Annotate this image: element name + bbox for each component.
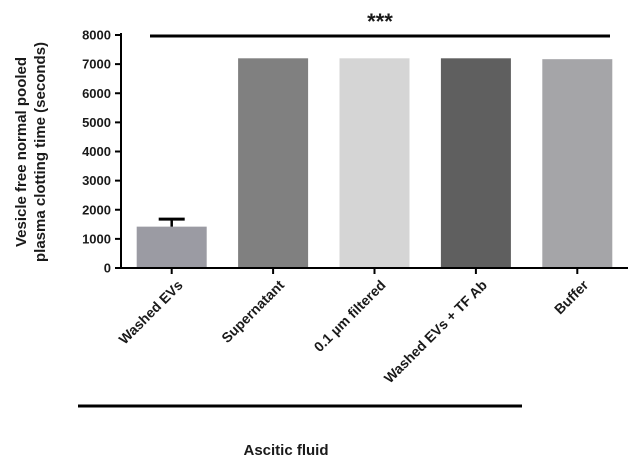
x-tick-label: Washed EVs + TF Ab — [381, 277, 490, 386]
bar — [339, 58, 410, 268]
y-tick-label: 4000 — [82, 144, 111, 159]
y-tick-label: 7000 — [82, 57, 111, 72]
significance-label: *** — [367, 9, 393, 34]
y-tick-label: 8000 — [82, 28, 111, 43]
x-tick-label: 0.1 µm filtered — [311, 277, 389, 355]
x-axis — [121, 267, 628, 274]
bar — [440, 58, 511, 268]
x-tick-labels: Washed EVs Supernatant 0.1 µm filteredWash… — [115, 276, 591, 386]
bars-group — [136, 58, 613, 268]
y-axis-title-line-1: Vesicle free normal pooled — [13, 57, 30, 247]
annotations: *** Ascitic fluid — [78, 9, 610, 459]
bar — [542, 59, 613, 268]
y-tick-label: 0 — [104, 261, 111, 276]
x-tick-label: Washed EVs — [115, 277, 186, 348]
y-axis: 0 1000 2000 3000 4000 5000 6000 7000 8000 — [82, 28, 122, 276]
x-tick-label: Supernatant — [218, 277, 287, 346]
group-label: Ascitic fluid — [243, 442, 328, 459]
y-axis-title-line-2: plasma clotting time (seconds) — [32, 42, 49, 262]
y-tick-label: 5000 — [82, 115, 111, 130]
y-tick-label: 3000 — [82, 173, 111, 188]
bar — [136, 226, 207, 268]
y-axis-title: Vesicle free normal pooled plasma clotti… — [13, 42, 49, 262]
y-tick-label: 2000 — [82, 202, 111, 217]
y-tick-label: 6000 — [82, 86, 111, 101]
y-tick-label: 1000 — [82, 231, 111, 246]
x-tick-label: Buffer — [551, 276, 592, 317]
bar — [238, 58, 309, 268]
